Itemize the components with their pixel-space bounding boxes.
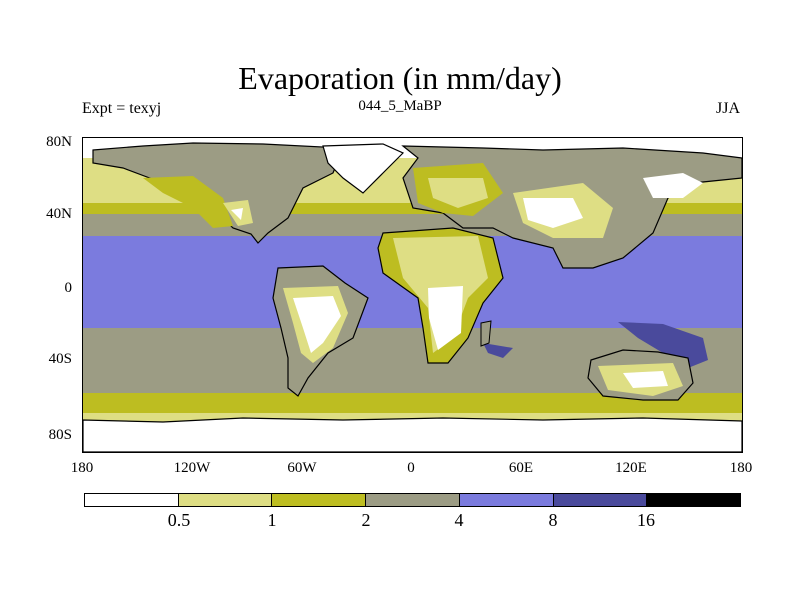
lat-label-40n: 40N	[46, 206, 72, 222]
experiment-label: Expt = texyj	[82, 100, 162, 117]
colorbar-segment	[366, 494, 460, 506]
lon-label-180e: 180	[729, 460, 753, 476]
colorbar-label: 16	[637, 510, 655, 530]
colorbar-segment	[647, 494, 741, 506]
colorbar-segment	[553, 494, 648, 506]
colorbar-segment	[272, 494, 367, 506]
map-title: Evaporation (in mm/day)	[238, 60, 562, 96]
lat-label-0: 0	[64, 280, 73, 296]
lat-label-80s: 80S	[48, 427, 72, 443]
landmass-greenland	[322, 143, 405, 194]
landmass-madagascar	[480, 320, 492, 347]
colorbar-segment	[85, 494, 179, 506]
lon-label-0: 0	[407, 460, 415, 476]
colorbar-label: 8	[548, 510, 558, 530]
colorbar-label: 0.5	[167, 510, 191, 530]
high-evap-area-pacific	[618, 322, 708, 368]
colorbar-segment	[459, 494, 554, 506]
colorbar-label: 1	[267, 510, 277, 530]
lat-label-80n: 80N	[46, 134, 72, 150]
high-evap-area-indian	[483, 343, 513, 358]
landmass-antarctica	[83, 417, 742, 452]
evaporation-map	[82, 137, 743, 453]
map-canvas	[83, 138, 742, 452]
colorbar	[84, 493, 741, 507]
lon-label-60e: 60E	[508, 460, 534, 476]
colorbar-label: 4	[454, 510, 464, 530]
lon-label-180w: 180	[70, 460, 94, 476]
period-label: 044_5_MaBP	[358, 98, 442, 114]
lon-label-120w: 120W	[173, 460, 211, 476]
lon-label-60w: 60W	[287, 460, 317, 476]
lon-label-120e: 120E	[615, 460, 647, 476]
colorbar-label: 2	[361, 510, 371, 530]
colorbar-segment	[178, 494, 273, 506]
lat-label-40s: 40S	[48, 351, 72, 367]
season-label: JJA	[715, 100, 740, 117]
